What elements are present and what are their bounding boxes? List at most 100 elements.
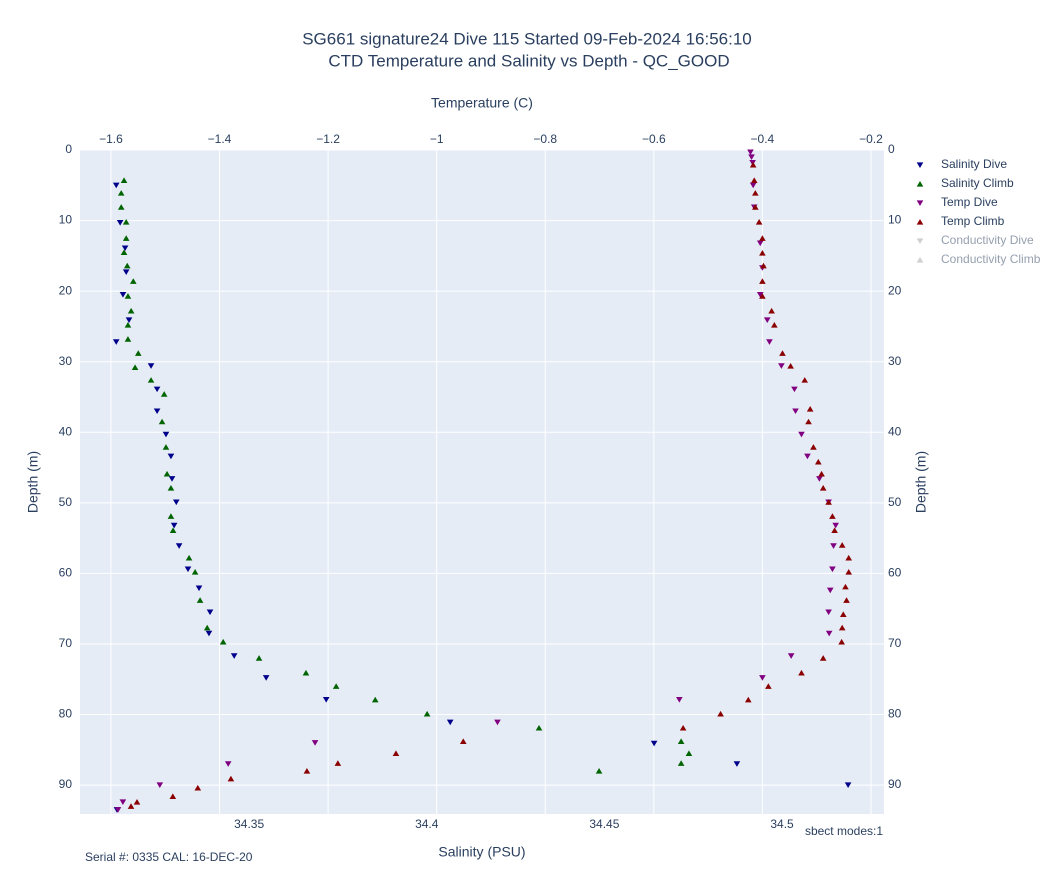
data-point (749, 182, 757, 189)
data-point (169, 793, 177, 799)
legend-item[interactable]: Temp Climb (916, 214, 1005, 228)
data-point (133, 799, 141, 805)
data-point (838, 638, 845, 645)
data-point (119, 799, 127, 805)
data-point (392, 750, 400, 756)
data-point (676, 697, 683, 703)
data-point (829, 566, 836, 573)
data-point (303, 767, 311, 774)
y-tick-label: 20 (59, 283, 73, 297)
data-point (650, 740, 658, 747)
data-point (679, 724, 687, 731)
data-point (791, 386, 798, 393)
data-point (750, 177, 758, 183)
y-tick-label: 0 (65, 142, 72, 156)
data-point (829, 513, 836, 519)
data-point (120, 177, 128, 183)
data-point (170, 522, 178, 529)
data-point (760, 262, 767, 269)
data-point (819, 485, 827, 491)
data-point (766, 339, 773, 345)
data-point (195, 585, 203, 592)
data-point (749, 161, 757, 168)
data-point (798, 669, 805, 676)
annotation: Serial #: 0335 CAL: 16-DEC-20 (85, 850, 253, 864)
data-point (825, 630, 833, 637)
data-point (844, 782, 852, 789)
data-point (832, 522, 839, 529)
data-point (838, 624, 846, 631)
data-point (191, 568, 199, 575)
data-point (163, 470, 171, 477)
x2-tick-label: −1.2 (316, 132, 340, 146)
data-point (127, 307, 135, 314)
data-point (595, 767, 603, 774)
y-tick-label-right: 90 (888, 777, 902, 791)
legend-item[interactable]: Conductivity Dive (916, 233, 1034, 247)
y-tick-label-right: 80 (888, 707, 902, 721)
data-point (423, 710, 431, 717)
data-point (203, 624, 211, 631)
legend-item[interactable]: Salinity Climb (916, 176, 1014, 190)
x-tick-label: 34.4 (415, 817, 439, 831)
x-tick-label: 34.45 (589, 817, 619, 831)
data-point (158, 418, 166, 425)
data-point (819, 655, 827, 661)
data-point (759, 278, 766, 284)
legend-marker (916, 181, 924, 187)
data-point (224, 761, 232, 767)
data-point (804, 453, 811, 460)
data-point (838, 542, 846, 548)
data-point (262, 675, 270, 681)
data-point (302, 669, 310, 676)
data-point (124, 322, 132, 328)
data-point (153, 386, 161, 393)
data-point (787, 653, 795, 659)
data-point (311, 740, 319, 746)
data-point (763, 317, 771, 324)
plot-background (80, 150, 884, 814)
data-point (818, 470, 825, 477)
data-point (826, 587, 834, 594)
data-point (779, 350, 786, 356)
legend-label: Salinity Dive (941, 157, 1007, 171)
y-tick-label: 70 (59, 636, 73, 650)
data-point (494, 719, 501, 726)
data-point (459, 738, 467, 744)
legend-item[interactable]: Temp Dive (916, 195, 998, 209)
data-point (765, 683, 772, 689)
data-point (787, 362, 794, 369)
y-tick-label-right: 60 (888, 566, 902, 580)
data-point (112, 339, 120, 345)
data-point (830, 543, 837, 549)
data-point (131, 364, 139, 370)
data-point (744, 696, 752, 703)
data-point (168, 476, 176, 482)
data-point (756, 292, 764, 298)
x-tick-label: 34.5 (770, 817, 794, 831)
chart-title: SG661 signature24 Dive 115 Started 09-Fe… (302, 29, 752, 48)
legend-marker (916, 162, 924, 168)
data-point (322, 697, 330, 703)
data-point (194, 784, 202, 791)
x2-tick-label: −1 (430, 132, 444, 146)
data-point (756, 240, 764, 247)
data-point (122, 269, 130, 276)
x2-tick-label: −0.4 (751, 132, 775, 146)
data-point (759, 293, 766, 299)
data-point (825, 499, 832, 505)
data-point (196, 597, 204, 603)
y-axis-label-right: Depth (m) (913, 451, 929, 513)
data-point (117, 190, 125, 196)
legend-item[interactable]: Salinity Dive (916, 157, 1008, 171)
data-point (792, 408, 799, 415)
legend-item[interactable]: Conductivity Climb (916, 252, 1041, 266)
data-point (748, 154, 755, 161)
legend-label: Salinity Climb (941, 176, 1014, 190)
y-tick-label-right: 30 (888, 354, 902, 368)
data-point (717, 710, 724, 717)
y-tick-label: 50 (59, 495, 73, 509)
data-point (334, 760, 342, 766)
data-point (153, 408, 161, 415)
data-point (160, 391, 168, 397)
